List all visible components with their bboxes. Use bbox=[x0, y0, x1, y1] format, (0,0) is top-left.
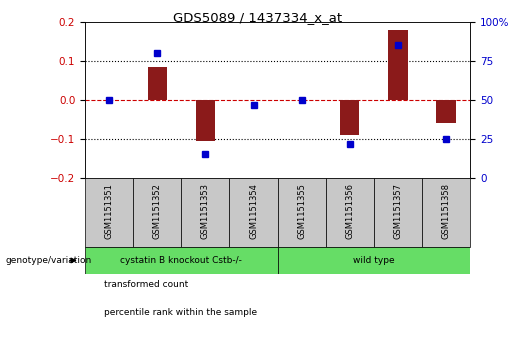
FancyBboxPatch shape bbox=[422, 178, 470, 247]
Text: percentile rank within the sample: percentile rank within the sample bbox=[104, 308, 257, 317]
Text: genotype/variation: genotype/variation bbox=[5, 256, 91, 265]
Bar bbox=[148, 67, 167, 100]
Text: GSM1151355: GSM1151355 bbox=[297, 183, 306, 239]
FancyBboxPatch shape bbox=[325, 178, 374, 247]
Text: GSM1151354: GSM1151354 bbox=[249, 183, 258, 239]
Bar bbox=[196, 100, 215, 141]
Bar bbox=[388, 30, 407, 100]
Text: GDS5089 / 1437334_x_at: GDS5089 / 1437334_x_at bbox=[173, 11, 342, 24]
Text: GSM1151357: GSM1151357 bbox=[393, 183, 402, 239]
Text: GSM1151352: GSM1151352 bbox=[153, 183, 162, 239]
FancyBboxPatch shape bbox=[181, 178, 230, 247]
FancyBboxPatch shape bbox=[374, 178, 422, 247]
FancyBboxPatch shape bbox=[85, 247, 278, 274]
Text: wild type: wild type bbox=[353, 256, 394, 265]
FancyBboxPatch shape bbox=[278, 247, 470, 274]
Text: transformed count: transformed count bbox=[104, 281, 188, 289]
Bar bbox=[437, 100, 456, 123]
Text: cystatin B knockout Cstb-/-: cystatin B knockout Cstb-/- bbox=[121, 256, 242, 265]
FancyBboxPatch shape bbox=[230, 178, 278, 247]
FancyBboxPatch shape bbox=[278, 178, 325, 247]
FancyBboxPatch shape bbox=[133, 178, 181, 247]
Text: GSM1151358: GSM1151358 bbox=[442, 183, 451, 239]
Text: GSM1151351: GSM1151351 bbox=[105, 183, 113, 239]
Text: GSM1151356: GSM1151356 bbox=[346, 183, 354, 239]
FancyBboxPatch shape bbox=[85, 178, 133, 247]
Bar bbox=[340, 100, 359, 135]
Text: GSM1151353: GSM1151353 bbox=[201, 183, 210, 239]
